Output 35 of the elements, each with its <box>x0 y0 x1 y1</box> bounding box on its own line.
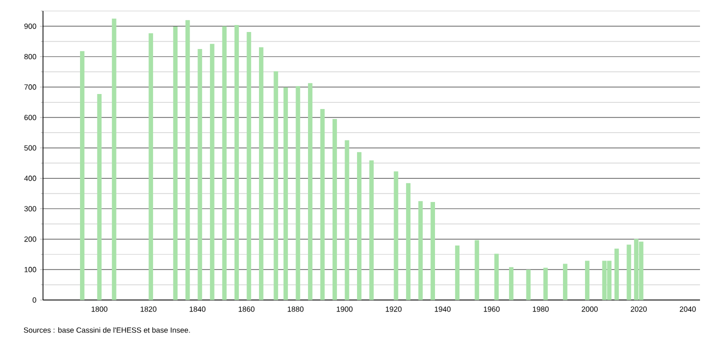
bar <box>455 246 460 300</box>
bar <box>509 267 514 300</box>
bar <box>283 87 288 300</box>
bar <box>97 94 102 300</box>
bar <box>234 24 239 300</box>
bar <box>357 152 362 300</box>
bar <box>246 32 252 300</box>
bar <box>80 51 84 300</box>
bar <box>296 86 300 300</box>
bar <box>320 108 325 300</box>
bar <box>585 260 590 300</box>
bar <box>258 47 264 300</box>
bar <box>344 140 350 300</box>
bar <box>274 71 278 300</box>
bar <box>430 202 435 300</box>
bar <box>394 171 398 300</box>
bar <box>185 20 190 300</box>
bar <box>308 83 312 300</box>
bar <box>562 264 568 300</box>
bar <box>173 26 178 300</box>
bar <box>210 44 214 300</box>
bar <box>222 26 227 300</box>
bar <box>148 33 154 300</box>
bar <box>626 244 632 300</box>
bar <box>543 268 548 300</box>
bar <box>332 118 337 300</box>
bar <box>474 240 480 300</box>
bar <box>369 160 374 300</box>
bar <box>198 49 202 300</box>
bar <box>614 248 619 300</box>
bar <box>112 18 116 300</box>
bar <box>418 201 423 300</box>
bar <box>494 254 499 300</box>
bar <box>406 183 410 300</box>
bar <box>526 270 531 300</box>
